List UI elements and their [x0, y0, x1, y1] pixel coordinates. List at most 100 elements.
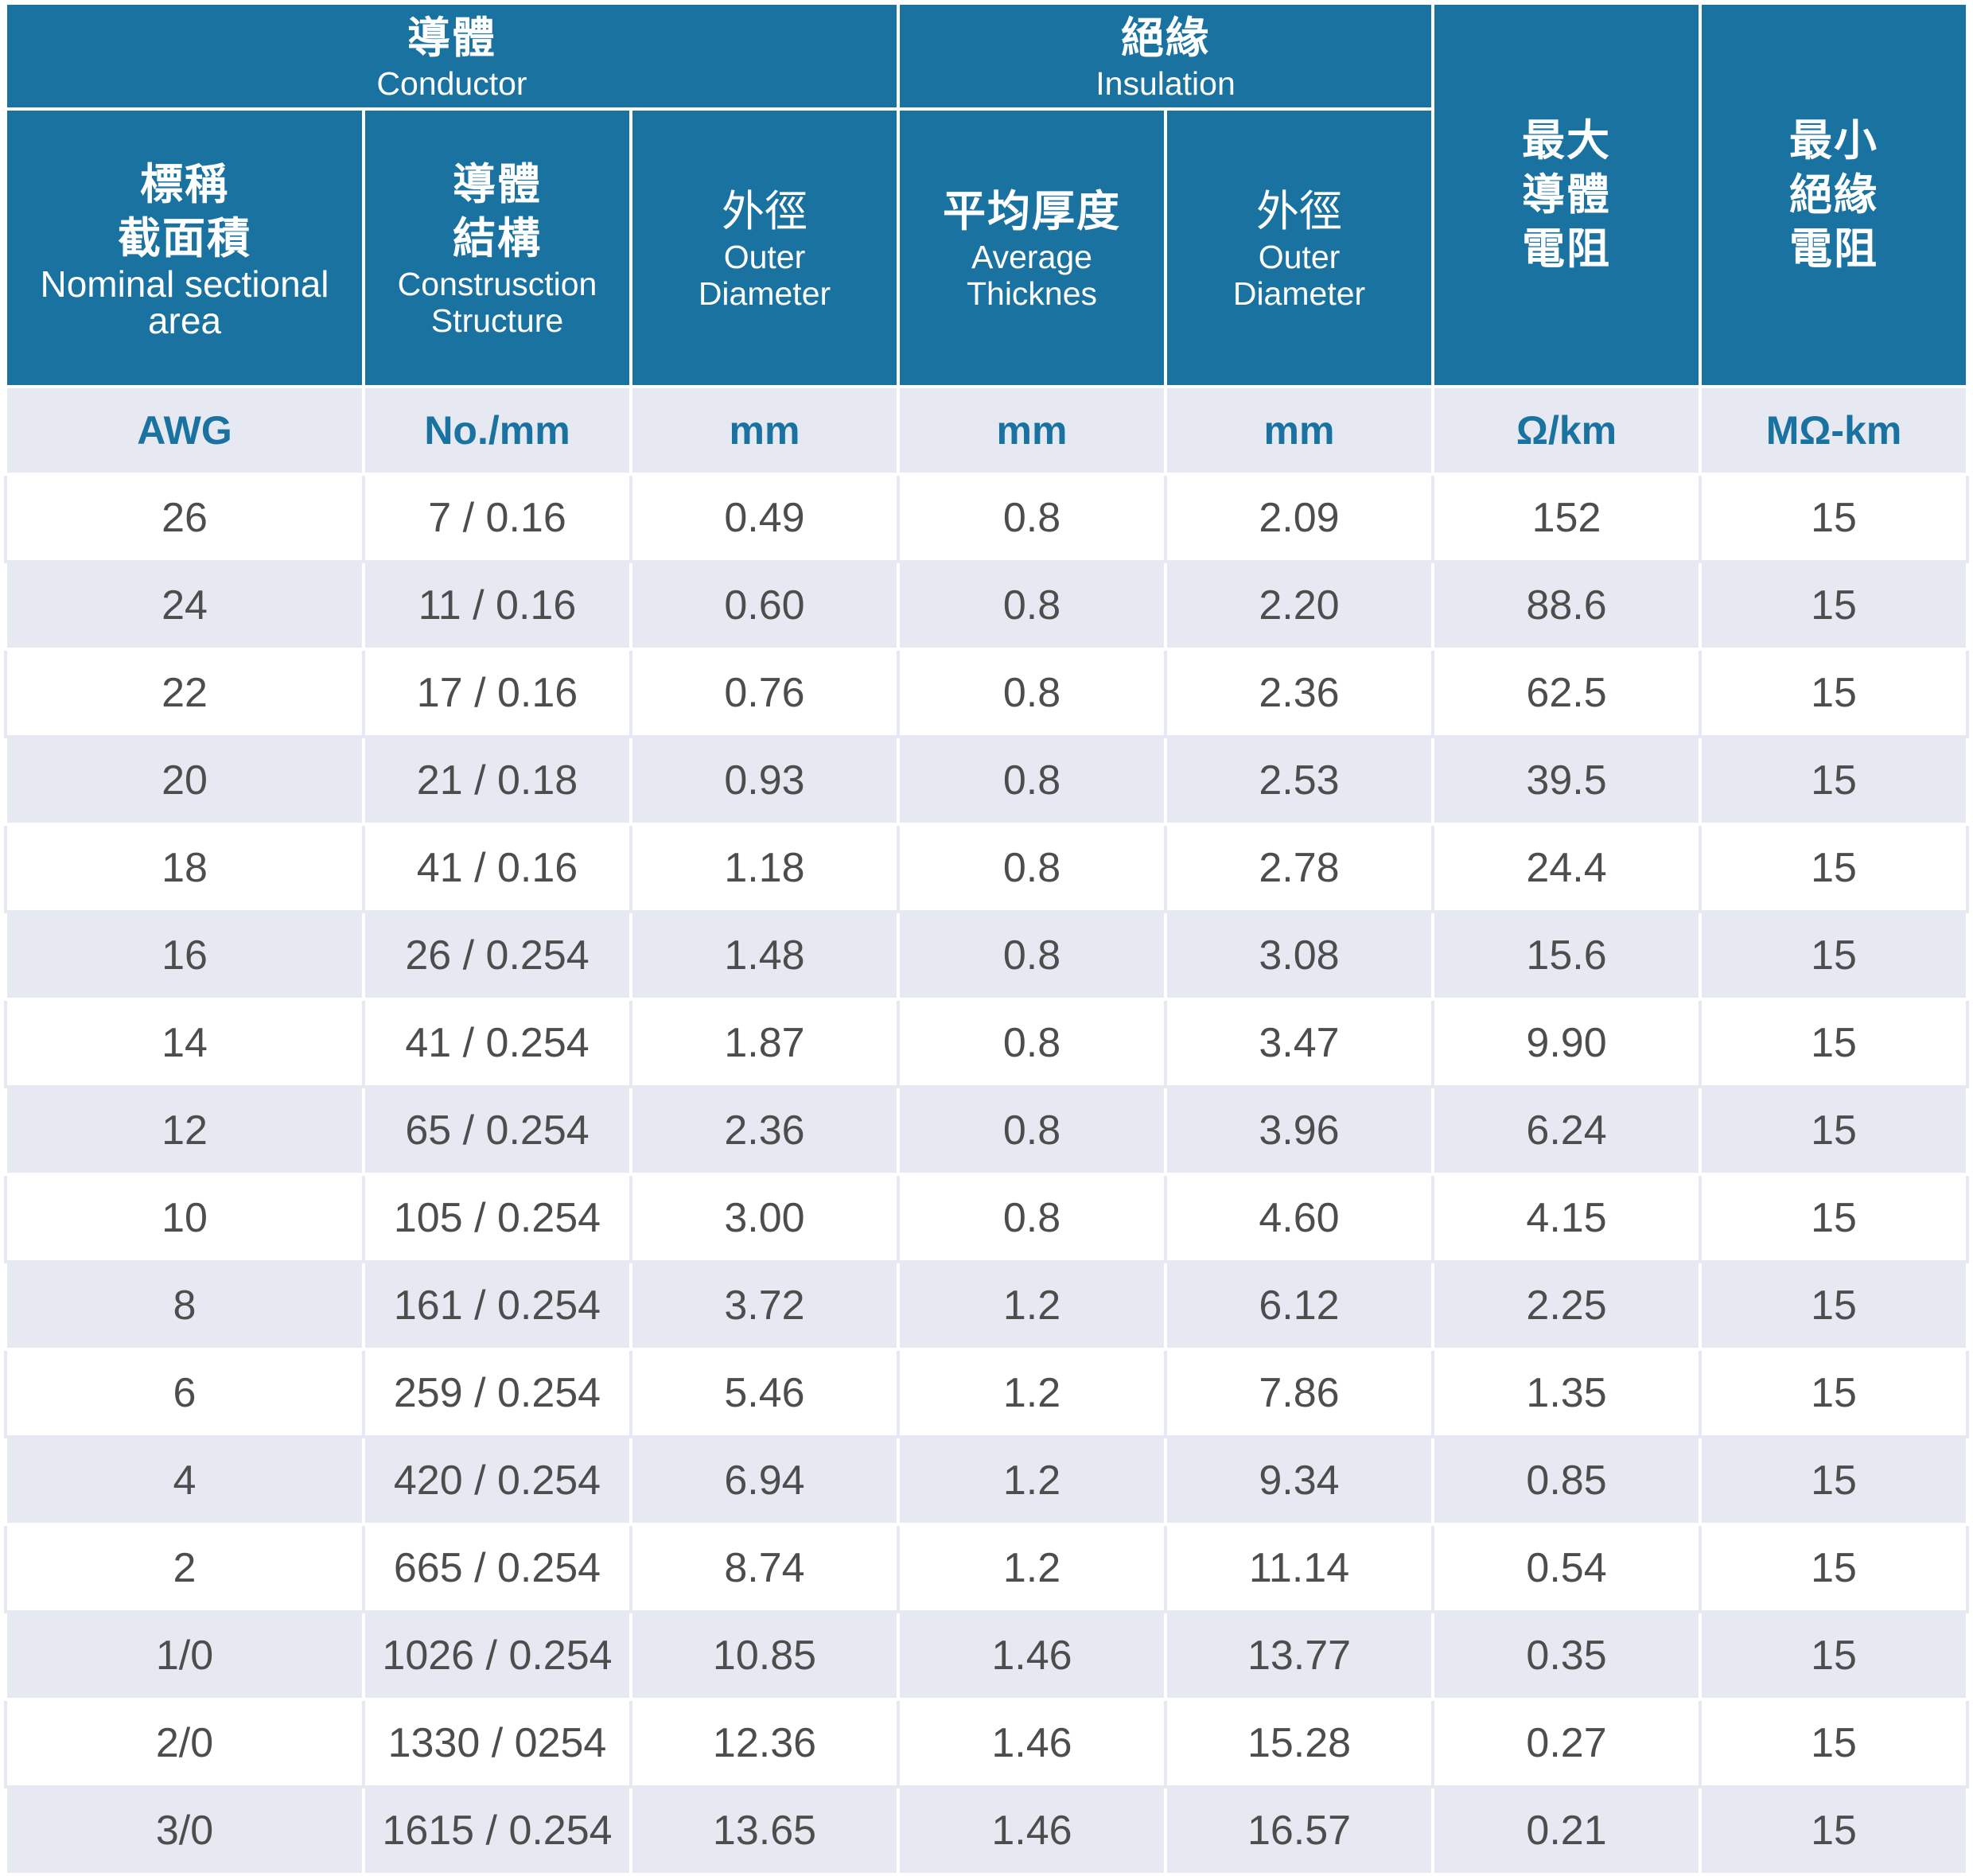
table-header: 導體 Conductor 絕緣 Insulation 最大 導體 電阻 最小 絕… — [4, 2, 1970, 476]
table-cell: 1.2 — [897, 1523, 1167, 1613]
table-cell: 41 / 0.254 — [362, 998, 632, 1088]
min-insulation-header: 最小 絕緣 電阻 — [1699, 2, 1970, 388]
table-cell: 1615 / 0.254 — [362, 1785, 632, 1876]
table-cell: 18 — [4, 823, 365, 913]
table-row: 18 41 / 0.16 1.18 0.8 2.78 24.4 15 — [4, 823, 1970, 913]
nominal-area-zh1: 標稱 — [140, 158, 229, 209]
table-cell: 0.54 — [1431, 1523, 1703, 1613]
table-row: 12 65 / 0.254 2.36 0.8 3.96 6.24 15 — [4, 1085, 1970, 1176]
table-cell: 20 — [4, 735, 365, 826]
table-cell: 0.8 — [897, 1173, 1167, 1263]
header-group-row: 導體 Conductor 絕緣 Insulation 最大 導體 電阻 最小 絕… — [4, 2, 1970, 388]
min-insulation-zh3: 電阻 — [1789, 224, 1879, 274]
table-cell: 3.08 — [1163, 910, 1435, 1001]
table-cell: 1.87 — [629, 998, 900, 1088]
insulation-group-en: Insulation — [1095, 64, 1236, 102]
unit-row: AWG No./mm mm mm mm Ω/km MΩ-km — [4, 385, 1970, 476]
conductor-od-zh: 外徑 — [722, 185, 807, 236]
table-cell: 14 — [4, 998, 365, 1088]
table-cell: 15 — [1699, 473, 1970, 563]
construction-en1: Construsction — [397, 265, 597, 302]
conductor-group-header: 導體 Conductor — [4, 2, 900, 111]
max-resistance-zh3: 電阻 — [1522, 224, 1612, 274]
table-row: 3/0 1615 / 0.254 13.65 1.46 16.57 0.21 15 — [4, 1785, 1970, 1876]
table-cell: 12.36 — [629, 1698, 900, 1788]
table-cell: 11.14 — [1163, 1523, 1435, 1613]
table-cell: 24.4 — [1431, 823, 1703, 913]
table-cell: 15 — [1699, 1435, 1970, 1526]
insulation-od-zh: 外徑 — [1256, 185, 1342, 236]
table-cell: 152 — [1431, 473, 1703, 563]
table-row: 2 665 / 0.254 8.74 1.2 11.14 0.54 15 — [4, 1523, 1970, 1613]
table-cell: 1026 / 0.254 — [362, 1610, 632, 1701]
avg-thickness-header: 平均厚度 Average Thicknes — [897, 107, 1167, 388]
table-cell: 1.2 — [897, 1435, 1167, 1526]
insulation-od-en2: Diameter — [1232, 274, 1366, 312]
table-row: 24 11 / 0.16 0.60 0.8 2.20 88.6 15 — [4, 560, 1970, 651]
min-insulation-zh1: 最小 — [1789, 115, 1879, 165]
table-cell: 105 / 0.254 — [362, 1173, 632, 1263]
table-cell: 2.78 — [1163, 823, 1435, 913]
table-cell: 3.47 — [1163, 998, 1435, 1088]
table-cell: 12 — [4, 1085, 365, 1176]
avg-thickness-en2: Thicknes — [966, 274, 1098, 312]
table-cell: 15.6 — [1431, 910, 1703, 1001]
table-cell: 15 — [1699, 1260, 1970, 1351]
table-cell: 2.53 — [1163, 735, 1435, 826]
table-cell: 0.8 — [897, 998, 1167, 1088]
table-cell: 0.60 — [629, 560, 900, 651]
conductor-group-en: Conductor — [376, 64, 527, 102]
table-row: 14 41 / 0.254 1.87 0.8 3.47 9.90 15 — [4, 998, 1970, 1088]
table-cell: 15 — [1699, 1173, 1970, 1263]
table-cell: 65 / 0.254 — [362, 1085, 632, 1176]
table-cell: 0.35 — [1431, 1610, 1703, 1701]
table-cell: 15 — [1699, 1610, 1970, 1701]
table-cell: 0.85 — [1431, 1435, 1703, 1526]
table-cell: 13.65 — [629, 1785, 900, 1876]
nominal-area-zh2: 截面積 — [118, 212, 251, 263]
conductor-od-header: 外徑 Outer Diameter — [629, 107, 900, 388]
table-cell: 8.74 — [629, 1523, 900, 1613]
conductor-od-en1: Outer — [723, 238, 806, 275]
table-row: 2/0 1330 / 0254 12.36 1.46 15.28 0.27 15 — [4, 1698, 1970, 1788]
table-cell: 6.12 — [1163, 1260, 1435, 1351]
table-cell: 2.20 — [1163, 560, 1435, 651]
table-cell: 1330 / 0254 — [362, 1698, 632, 1788]
table-cell: 1.2 — [897, 1348, 1167, 1438]
construction-header: 導體 結構 Construsction Structure — [362, 107, 632, 388]
table-cell: 3.72 — [629, 1260, 900, 1351]
table-cell: 15.28 — [1163, 1698, 1435, 1788]
table-row: 20 21 / 0.18 0.93 0.8 2.53 39.5 15 — [4, 735, 1970, 826]
table-cell: 15 — [1699, 1085, 1970, 1176]
table-cell: 1.48 — [629, 910, 900, 1001]
table-cell: 161 / 0.254 — [362, 1260, 632, 1351]
table-cell: 15 — [1699, 560, 1970, 651]
table-cell: 15 — [1699, 910, 1970, 1001]
unit-cell: AWG — [4, 385, 365, 476]
table-cell: 4.60 — [1163, 1173, 1435, 1263]
table-cell: 0.8 — [897, 910, 1167, 1001]
avg-thickness-en1: Average — [971, 238, 1092, 275]
table-cell: 5.46 — [629, 1348, 900, 1438]
max-resistance-header: 最大 導體 電阻 — [1431, 2, 1703, 388]
unit-cell: Ω/km — [1431, 385, 1703, 476]
table-cell: 2.25 — [1431, 1260, 1703, 1351]
table-row: 10 105 / 0.254 3.00 0.8 4.60 4.15 15 — [4, 1173, 1970, 1263]
table-row: 4 420 / 0.254 6.94 1.2 9.34 0.85 15 — [4, 1435, 1970, 1526]
table-cell: 1.35 — [1431, 1348, 1703, 1438]
insulation-group-header: 絕緣 Insulation — [896, 2, 1435, 111]
construction-en2: Structure — [430, 302, 564, 339]
table-cell: 26 / 0.254 — [362, 910, 632, 1001]
table-cell: 259 / 0.254 — [362, 1348, 632, 1438]
table-cell: 4.15 — [1431, 1173, 1703, 1263]
table-cell: 15 — [1699, 823, 1970, 913]
nominal-area-en2: area — [147, 299, 222, 341]
table-cell: 2.36 — [1163, 648, 1435, 738]
table-cell: 2.09 — [1163, 473, 1435, 563]
table-body: 26 7 / 0.16 0.49 0.8 2.09 152 15 24 11 / 0.16 0.6… — [4, 473, 1970, 1876]
table-cell: 24 — [4, 560, 365, 651]
table-cell: 3.00 — [629, 1173, 900, 1263]
table-cell: 15 — [1699, 648, 1970, 738]
table-cell: 1.46 — [897, 1610, 1167, 1701]
table-cell: 2/0 — [4, 1698, 365, 1788]
